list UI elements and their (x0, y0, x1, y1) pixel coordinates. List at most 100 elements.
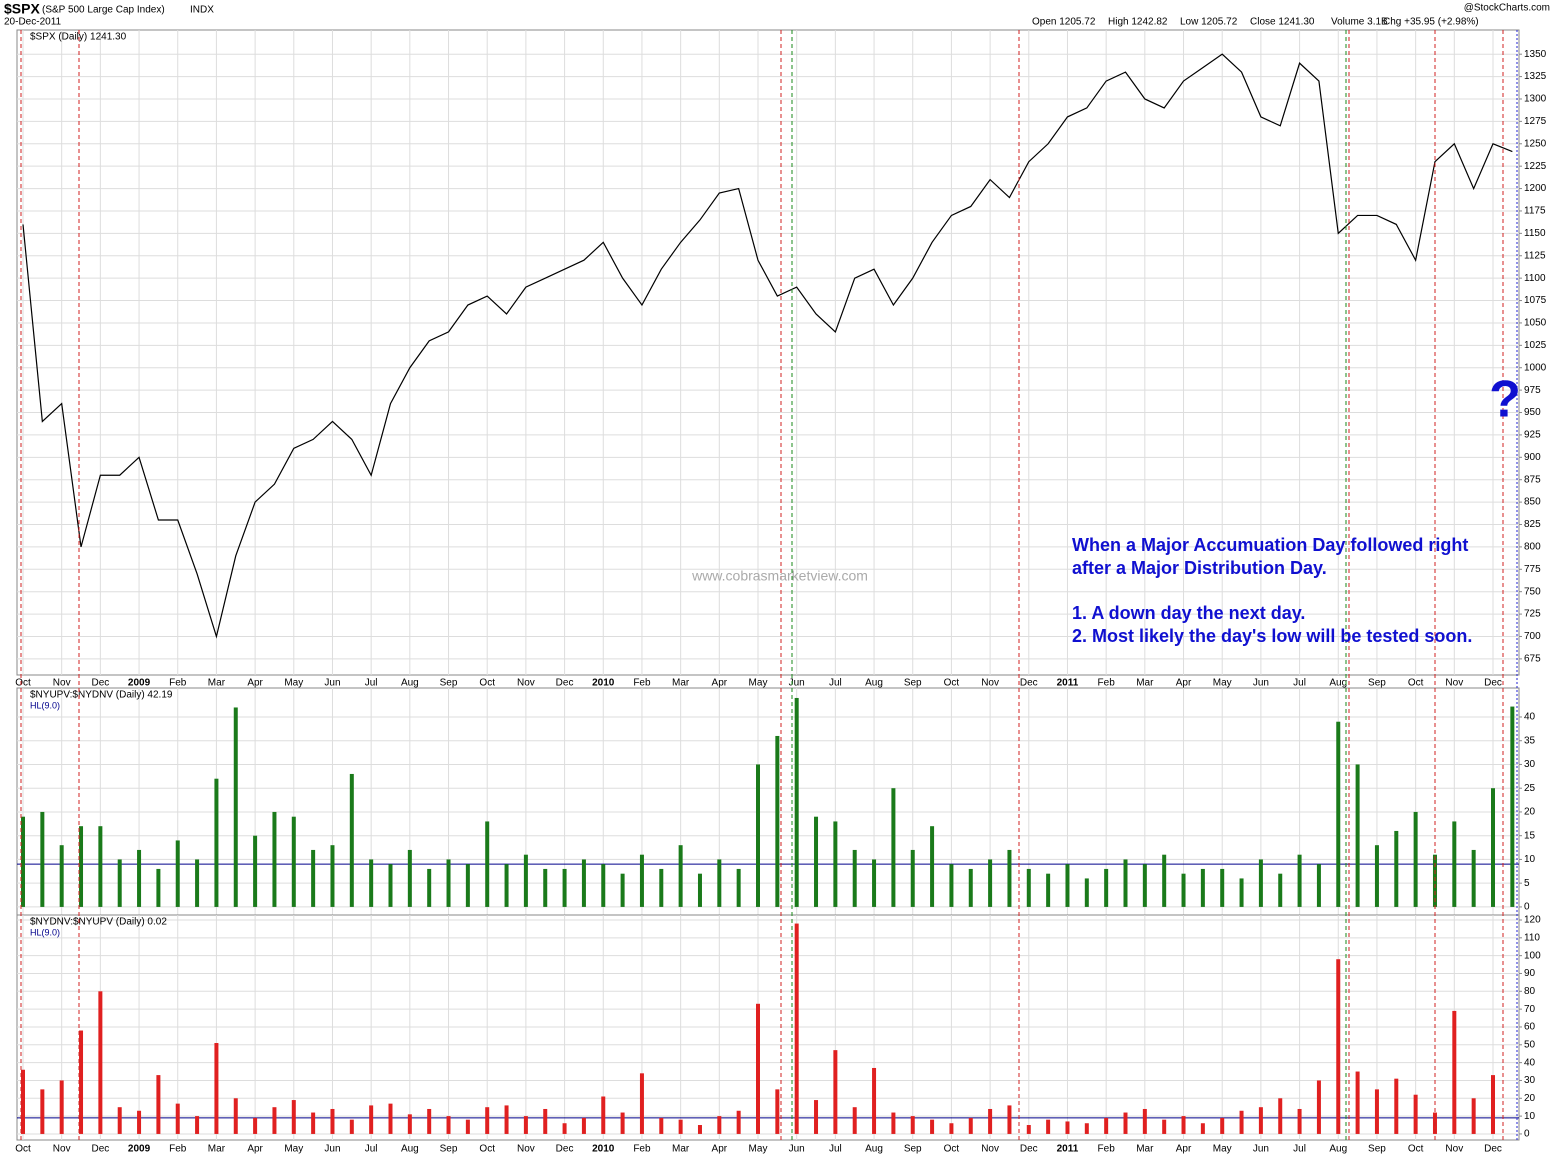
y-tick-label: 1000 (1524, 362, 1547, 373)
bar (678, 1119, 683, 1134)
y-tick-label: 15 (1524, 830, 1536, 841)
bar (388, 864, 393, 907)
x-tick-label: 2011 (1057, 678, 1079, 689)
bar (330, 1108, 335, 1134)
bar (659, 1117, 664, 1134)
bar (1220, 868, 1225, 907)
y-tick-label: 1100 (1524, 273, 1546, 284)
x-tick-label: Dec (556, 678, 574, 689)
y-tick-label: 950 (1524, 407, 1541, 418)
x-tick-label: Sep (440, 678, 458, 689)
y-tick-label: 850 (1524, 497, 1541, 508)
y-tick-label: 875 (1524, 474, 1541, 485)
x-tick-label: Mar (672, 678, 690, 689)
y-tick-label: 1125 (1524, 250, 1546, 261)
bar (891, 1112, 896, 1134)
bar (1355, 764, 1360, 907)
bar (1104, 1117, 1109, 1134)
y-tick-label: 1150 (1524, 228, 1546, 239)
bar (814, 816, 819, 907)
quote: Open 1205.72 High 1242.82 Low 1205.72 Close… (1032, 17, 1479, 28)
y-tick-label: 25 (1524, 783, 1536, 794)
y-tick-label: 110 (1524, 932, 1540, 943)
x-tick-label: May (284, 1144, 303, 1155)
x-tick-label: Dec (1484, 678, 1502, 689)
bar (1220, 1117, 1225, 1134)
x-tick-label: Sep (1368, 678, 1386, 689)
bar (988, 1108, 993, 1134)
x-tick-label: Apr (247, 678, 263, 689)
x-tick-label: Jun (324, 678, 340, 689)
bar (1026, 868, 1031, 907)
index-name: (S&P 500 Large Cap Index) (42, 5, 165, 16)
bar (1355, 1071, 1360, 1134)
panel-title: $NYUPV:$NYDNV (Daily) 42.19 (30, 690, 173, 701)
bar (601, 1096, 606, 1134)
x-tick-label: 2009 (128, 1144, 151, 1155)
bar (137, 849, 142, 907)
bar (1162, 854, 1167, 907)
bar (1471, 1098, 1476, 1134)
y-tick-label: 1050 (1524, 318, 1547, 329)
bar (949, 864, 954, 907)
bar (1316, 864, 1321, 907)
y-tick-label: 1350 (1524, 49, 1547, 60)
y-tick-label: 0 (1524, 1129, 1530, 1140)
y-tick-label: 1075 (1524, 295, 1547, 306)
y-tick-label: 1275 (1524, 116, 1547, 127)
bar (485, 821, 490, 907)
bar (775, 1089, 780, 1134)
x-tick-label: Feb (169, 678, 187, 689)
bar (369, 1105, 374, 1134)
question-mark: ? (1489, 371, 1521, 429)
bar (253, 835, 258, 907)
annotation: 2. Most likely the day's low will be tes… (1072, 626, 1472, 646)
x-tick-label: Jun (789, 678, 805, 689)
x-tick-label: Jun (324, 1144, 340, 1155)
bar (311, 849, 316, 907)
x-tick-label: Feb (633, 1144, 651, 1155)
x-tick-label: Mar (1136, 678, 1154, 689)
event-lines (20, 30, 1518, 1140)
x-tick-label: 2010 (592, 1144, 615, 1155)
bar (988, 859, 993, 907)
x-tick-label: Dec (91, 1144, 109, 1155)
x-tick-label: Jul (1293, 1144, 1306, 1155)
x-tick-label: Feb (169, 1144, 187, 1155)
bar (697, 873, 702, 907)
bar (949, 1123, 954, 1134)
bar (562, 1123, 567, 1134)
bar (1471, 849, 1476, 907)
bar (852, 1107, 857, 1134)
bar (1162, 1119, 1167, 1134)
bar (175, 840, 180, 907)
x-tick-label: Jun (1253, 1144, 1269, 1155)
y-tick-label: 1250 (1524, 138, 1547, 149)
y-tick-label: 900 (1524, 452, 1541, 463)
bar (214, 1043, 219, 1134)
bar (407, 1114, 412, 1134)
bar (1394, 1078, 1399, 1134)
bar (1026, 1125, 1031, 1134)
date: 20-Dec-2011 (4, 17, 62, 28)
y-tick-label: 725 (1524, 609, 1541, 620)
annotation: When a Major Accumuation Day followed ri… (1072, 535, 1468, 555)
bar (1142, 864, 1147, 907)
bar (756, 1003, 760, 1134)
bar (195, 859, 200, 907)
panel-title: $NYDNV:$NYUPV (Daily) 0.02 (30, 917, 167, 928)
bar (156, 1075, 161, 1134)
bar (833, 821, 838, 907)
bar (1065, 1121, 1070, 1134)
bar (872, 859, 877, 907)
x-tick-label: Mar (1136, 1144, 1154, 1155)
bar (253, 1117, 258, 1134)
hl-label: HL(9.0) (30, 700, 60, 710)
x-tick-label: Jul (829, 678, 842, 689)
bar (349, 1119, 354, 1134)
bar (620, 873, 625, 907)
x-tick-label: Mar (208, 1144, 226, 1155)
bar (330, 845, 335, 907)
bar (968, 868, 973, 907)
